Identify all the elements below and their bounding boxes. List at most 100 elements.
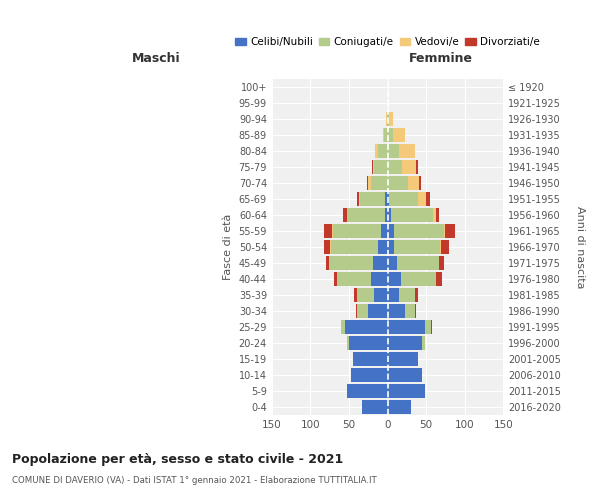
- Bar: [444, 224, 445, 237]
- Text: Popolazione per età, sesso e stato civile - 2021: Popolazione per età, sesso e stato civil…: [12, 452, 343, 466]
- Bar: [388, 208, 391, 222]
- Bar: [388, 144, 399, 158]
- Bar: [433, 208, 436, 222]
- Bar: [391, 208, 433, 222]
- Bar: [401, 272, 436, 286]
- Bar: [360, 192, 385, 205]
- Bar: [399, 144, 415, 158]
- Bar: [388, 384, 425, 398]
- Bar: [388, 320, 425, 334]
- Bar: [388, 112, 389, 126]
- Bar: [375, 144, 377, 158]
- Bar: [367, 176, 368, 190]
- Text: Maschi: Maschi: [132, 52, 181, 65]
- Bar: [347, 384, 388, 398]
- Bar: [388, 272, 401, 286]
- Bar: [350, 368, 388, 382]
- Bar: [397, 256, 439, 270]
- Y-axis label: Anni di nascita: Anni di nascita: [575, 206, 585, 288]
- Bar: [389, 192, 418, 205]
- Bar: [418, 192, 426, 205]
- Legend: Celibi/Nubili, Coniugati/e, Vedovi/e, Divorziati/e: Celibi/Nubili, Coniugati/e, Vedovi/e, Di…: [235, 37, 540, 47]
- Bar: [341, 320, 345, 334]
- Bar: [387, 112, 388, 126]
- Bar: [377, 240, 388, 254]
- Bar: [337, 272, 371, 286]
- Bar: [388, 128, 393, 141]
- Bar: [334, 272, 337, 286]
- Bar: [377, 144, 388, 158]
- Bar: [402, 160, 416, 173]
- Bar: [323, 224, 332, 237]
- Bar: [380, 224, 388, 237]
- Bar: [419, 176, 421, 190]
- Bar: [386, 112, 387, 126]
- Y-axis label: Fasce di età: Fasce di età: [223, 214, 233, 280]
- Bar: [385, 208, 388, 222]
- Text: Femmine: Femmine: [409, 52, 473, 65]
- Bar: [415, 288, 418, 302]
- Text: COMUNE DI DAVERIO (VA) - Dati ISTAT 1° gennaio 2021 - Elaborazione TUTTITALIA.IT: COMUNE DI DAVERIO (VA) - Dati ISTAT 1° g…: [12, 476, 377, 485]
- Bar: [388, 304, 404, 318]
- Bar: [388, 240, 394, 254]
- Bar: [371, 272, 388, 286]
- Bar: [425, 320, 431, 334]
- Bar: [393, 128, 404, 141]
- Bar: [388, 160, 402, 173]
- Bar: [441, 240, 449, 254]
- Bar: [440, 240, 441, 254]
- Bar: [345, 320, 388, 334]
- Bar: [368, 176, 371, 190]
- Bar: [385, 192, 388, 205]
- Bar: [323, 240, 331, 254]
- Bar: [388, 192, 389, 205]
- Bar: [445, 224, 455, 237]
- Bar: [384, 128, 388, 141]
- Bar: [426, 192, 430, 205]
- Bar: [333, 224, 380, 237]
- Bar: [394, 240, 440, 254]
- Bar: [404, 128, 406, 141]
- Bar: [368, 304, 388, 318]
- Bar: [404, 304, 415, 318]
- Bar: [374, 160, 388, 173]
- Bar: [388, 368, 422, 382]
- Bar: [332, 224, 333, 237]
- Bar: [439, 256, 444, 270]
- Bar: [415, 304, 416, 318]
- Bar: [326, 256, 329, 270]
- Bar: [388, 224, 394, 237]
- Bar: [374, 288, 388, 302]
- Bar: [347, 336, 349, 350]
- Bar: [373, 256, 388, 270]
- Bar: [409, 176, 419, 190]
- Bar: [383, 128, 384, 141]
- Bar: [358, 288, 374, 302]
- Bar: [349, 336, 388, 350]
- Bar: [331, 240, 377, 254]
- Bar: [388, 176, 409, 190]
- Bar: [388, 336, 422, 350]
- Bar: [359, 192, 360, 205]
- Bar: [388, 352, 418, 366]
- Bar: [373, 160, 374, 173]
- Bar: [388, 256, 397, 270]
- Bar: [343, 208, 347, 222]
- Bar: [394, 224, 444, 237]
- Bar: [388, 288, 399, 302]
- Bar: [353, 352, 388, 366]
- Bar: [436, 272, 442, 286]
- Bar: [356, 304, 357, 318]
- Bar: [347, 208, 385, 222]
- Bar: [353, 288, 358, 302]
- Bar: [436, 208, 439, 222]
- Bar: [372, 160, 373, 173]
- Bar: [329, 256, 373, 270]
- Bar: [371, 176, 388, 190]
- Bar: [399, 288, 415, 302]
- Bar: [422, 336, 425, 350]
- Bar: [416, 160, 418, 173]
- Bar: [357, 304, 368, 318]
- Bar: [389, 112, 393, 126]
- Bar: [358, 192, 359, 205]
